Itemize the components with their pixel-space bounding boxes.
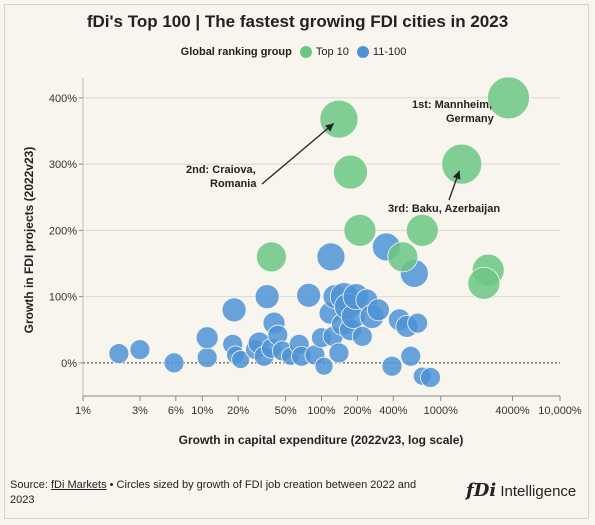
y-tick-label: 200% (49, 225, 77, 237)
fdi-intelligence-logo: fDi Intelligence (466, 480, 576, 501)
x-tick-label: 50% (275, 405, 297, 417)
x-tick-label: 6% (168, 405, 184, 417)
annotation-label: 3rd: Baku, Azerbaijan (388, 203, 500, 215)
bubble-11-100 (108, 343, 130, 365)
bubble-layer (108, 76, 530, 388)
bubble-11-100 (129, 339, 151, 361)
y-tick-label: 300% (49, 159, 77, 171)
bubble-11-100 (407, 312, 429, 334)
bubble-11-100 (316, 242, 346, 272)
bubble-11-100 (381, 355, 403, 377)
bubble-top-10 (467, 266, 501, 300)
legend-swatch-top-10 (299, 46, 312, 58)
bubble-11-100 (328, 342, 350, 364)
bubble-11-100 (221, 297, 247, 323)
annotation-label: Romania (210, 178, 257, 190)
legend-label-top-10: Top 10 (315, 46, 349, 58)
bubble-11-100 (296, 282, 322, 308)
x-tick-label: 10% (191, 405, 213, 417)
bubble-11-100 (254, 284, 280, 310)
bubble-top-10 (405, 213, 439, 247)
bubble-top-10 (387, 241, 419, 273)
x-tick-label: 10,000% (538, 405, 582, 417)
bubble-11-100 (420, 367, 441, 388)
bubble-11-100 (163, 352, 185, 374)
bubble-top-10 (255, 241, 287, 273)
chart-title: fDi's Top 100 | The fastest growing FDI … (86, 12, 509, 31)
source-link[interactable]: fDi Markets (50, 479, 107, 491)
logo-mark: fDi (466, 480, 497, 501)
annotation-label: 1st: Mannheim, (412, 99, 492, 111)
x-tick-label: 400% (379, 405, 407, 417)
bubble-top-10 (319, 99, 359, 139)
x-tick-label: 20% (227, 405, 249, 417)
bubble-11-100 (351, 325, 373, 347)
y-tick-label: 400% (49, 93, 77, 105)
bubble-top-10 (343, 213, 377, 247)
legend-entry-top-10: Top 10 (299, 46, 349, 58)
axis-layer: 0% 100% 200% 300% 400% 1% 3% 6% 10% 20% 50% 100% 200… (49, 78, 582, 417)
bubble-11-100 (314, 356, 334, 376)
x-tick-label: 4000% (495, 405, 529, 417)
legend-label-11-100: 11-100 (372, 46, 407, 58)
legend-swatch-11-100 (356, 46, 369, 58)
source-description: • Circles sized by growth of FDI job cre… (10, 479, 417, 506)
x-tick-label: 1% (75, 405, 91, 417)
legend-entry-11-100: 11-100 (356, 46, 407, 58)
scatter-plot: 0% 100% 200% 300% 400% 1% 3% 6% 10% 20% 50% 100% 200… (22, 76, 582, 447)
x-tick-label: 200% (343, 405, 371, 417)
legend-title: Global ranking group (180, 46, 292, 58)
bubble-11-100 (231, 350, 251, 369)
bubble-top-10 (487, 76, 530, 120)
bubble-top-10 (441, 143, 483, 185)
bubble-11-100 (195, 326, 219, 350)
bubble-top-10 (333, 154, 368, 190)
annotation-label: Germany (446, 113, 495, 125)
source-label: Source: (10, 479, 51, 491)
legend: Global ranking group Top 10 11-100 (0, 46, 595, 58)
source-note: Source: fDi Markets • Circles sized by g… (10, 478, 430, 508)
x-tick-label: 100% (307, 405, 335, 417)
annotation-label: 2nd: Craiova, (186, 164, 256, 176)
y-tick-label: 0% (61, 358, 77, 370)
chart-frame (4, 4, 589, 519)
bubble-11-100 (196, 347, 218, 368)
x-tick-label: 3% (132, 405, 148, 417)
y-tick-label: 100% (49, 292, 77, 304)
x-axis-label: Growth in capital expenditure (2022v23, … (179, 433, 464, 447)
bubble-11-100 (366, 298, 390, 322)
logo-text: Intelligence (496, 483, 577, 500)
annotation-arrow-line (261, 122, 335, 185)
annotation-arrowhead (325, 123, 334, 132)
annotation-layer: 1st: Mannheim, Germany 2nd: Craiova, Romani… (186, 99, 500, 215)
annotation-arrowhead (452, 170, 461, 180)
x-tick-label: 1000% (424, 405, 458, 417)
bubble-11-100 (400, 345, 422, 367)
y-axis-label: Growth in FDI projects (2022v23) (22, 147, 36, 334)
